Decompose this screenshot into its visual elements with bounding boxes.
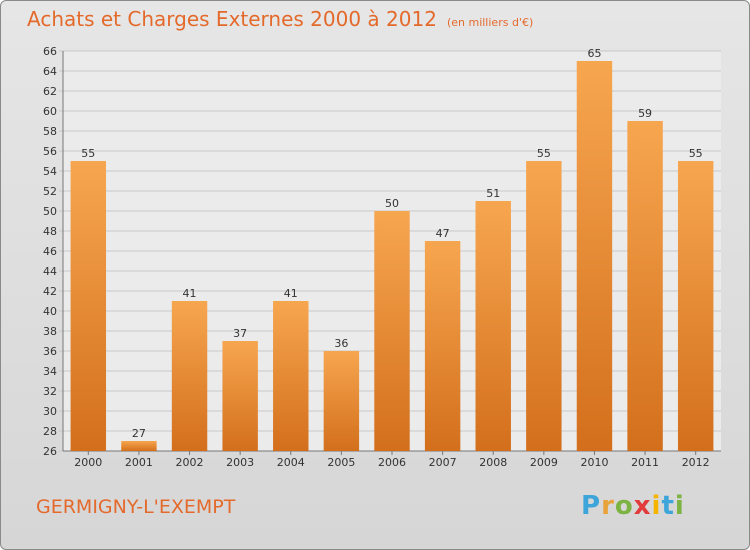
logo-letter: r	[601, 491, 615, 521]
value-label: 36	[334, 337, 348, 350]
logo-letter: P	[581, 491, 602, 521]
title-text: Achats et Charges Externes 2000 à 2012	[27, 7, 437, 31]
bar	[627, 121, 663, 451]
y-tick-label: 36	[43, 345, 57, 358]
bar	[323, 351, 360, 451]
y-tick-label: 28	[43, 425, 57, 438]
value-label: 55	[689, 147, 703, 160]
x-tick-label: 2002	[176, 456, 204, 469]
y-tick-label: 38	[43, 325, 57, 338]
y-tick-label: 48	[43, 225, 57, 238]
value-label: 51	[486, 187, 500, 200]
x-tick-label: 2007	[429, 456, 457, 469]
y-tick-label: 42	[43, 285, 57, 298]
y-tick-label: 46	[43, 245, 57, 258]
x-tick-label: 2004	[277, 456, 305, 469]
value-label: 65	[587, 47, 601, 60]
y-tick-label: 64	[43, 65, 57, 78]
x-tick-label: 2012	[682, 456, 710, 469]
x-tick-label: 2000	[74, 456, 102, 469]
y-tick-label: 60	[43, 105, 57, 118]
value-label: 47	[436, 227, 450, 240]
bar	[171, 301, 208, 451]
y-tick-label: 34	[43, 365, 57, 378]
y-tick-label: 30	[43, 405, 57, 418]
y-tick-label: 66	[43, 45, 57, 58]
value-label: 59	[638, 107, 652, 120]
x-tick-label: 2006	[378, 456, 406, 469]
value-label: 55	[537, 147, 551, 160]
logo-letter: x	[633, 491, 652, 521]
x-tick-label: 2005	[327, 456, 355, 469]
value-label: 41	[284, 287, 298, 300]
logo-letter: t	[661, 491, 675, 521]
x-tick-label: 2009	[530, 456, 558, 469]
y-tick-label: 52	[43, 185, 57, 198]
y-tick-label: 26	[43, 445, 57, 458]
bar	[273, 301, 309, 451]
x-tick-label: 2011	[631, 456, 659, 469]
x-tick-label: 2003	[226, 456, 254, 469]
chart-title: Achats et Charges Externes 2000 à 2012 (e…	[27, 7, 533, 31]
bar	[677, 161, 714, 451]
y-tick-label: 58	[43, 125, 57, 138]
x-tick-label: 2008	[479, 456, 507, 469]
value-label: 50	[385, 197, 399, 210]
bar	[475, 201, 511, 451]
y-tick-label: 40	[43, 305, 57, 318]
bar	[424, 241, 461, 451]
bar	[70, 161, 107, 451]
bar	[576, 61, 613, 451]
value-label: 55	[81, 147, 95, 160]
y-tick-label: 56	[43, 145, 57, 158]
bar	[222, 341, 258, 451]
bar	[121, 441, 157, 451]
x-tick-label: 2001	[125, 456, 153, 469]
x-tick-label: 2010	[580, 456, 608, 469]
y-tick-label: 32	[43, 385, 57, 398]
y-tick-label: 62	[43, 85, 57, 98]
y-tick-label: 50	[43, 205, 57, 218]
value-label: 41	[183, 287, 197, 300]
bar	[374, 211, 410, 451]
bar	[526, 161, 562, 451]
proxiti-logo: Proxiti	[581, 491, 685, 521]
logo-letter: o	[614, 491, 634, 521]
title-unit: (en milliers d'€)	[446, 16, 534, 29]
place-name: GERMIGNY-L'EXEMPT	[36, 496, 236, 518]
plot-area: 26 28 30 32 34 36 38 40 42 44 46 48 50 52 54 56 58 60 62 64…	[43, 45, 721, 469]
y-tick-label: 54	[43, 165, 57, 178]
value-label: 27	[132, 427, 146, 440]
logo-letter: i	[674, 491, 685, 521]
value-label: 37	[233, 327, 247, 340]
logo-letter: i	[651, 491, 662, 521]
y-tick-label: 44	[43, 265, 57, 278]
